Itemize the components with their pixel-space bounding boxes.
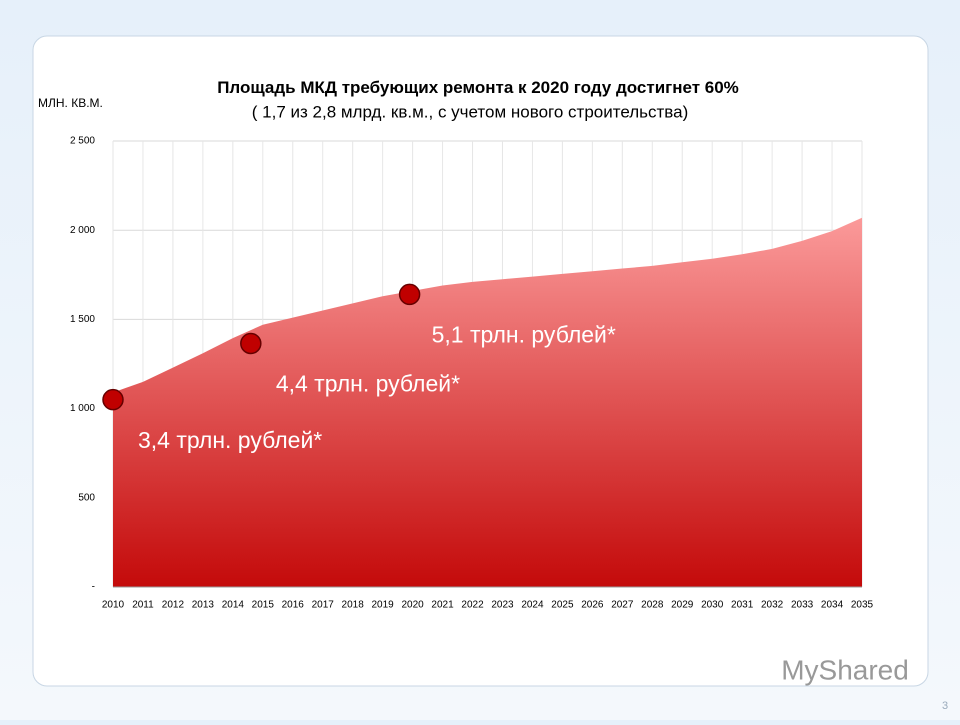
y-tick-label: 500	[78, 492, 95, 503]
x-tick-label: 2014	[222, 600, 245, 611]
y-tick-label: 1 500	[70, 314, 95, 325]
x-tick-label: 2025	[551, 600, 574, 611]
x-tick-label: 2022	[461, 600, 484, 611]
x-tick-label: 2033	[791, 600, 814, 611]
x-tick-label: 2015	[252, 600, 275, 611]
x-tick-label: 2030	[701, 600, 724, 611]
x-tick-label: 2024	[521, 600, 544, 611]
y-tick-label: 1 000	[70, 403, 95, 414]
annotation: 4,4 трлн. рублей*	[276, 371, 460, 397]
x-tick-label: 2032	[761, 600, 784, 611]
x-tick-label: 2026	[581, 600, 604, 611]
marker	[102, 388, 124, 411]
x-tick-label: 2029	[671, 600, 694, 611]
marker	[240, 332, 262, 355]
watermark: MyShared	[781, 654, 909, 685]
y-axis-label: МЛН. КВ.М.	[38, 96, 103, 110]
chart-subtitle: ( 1,7 из 2,8 млрд. кв.м., с учетом новог…	[252, 102, 688, 121]
y-tick-label: -	[92, 582, 95, 593]
annotation: 5,1 трлн. рублей*	[432, 322, 616, 348]
x-tick-label: 2016	[282, 600, 305, 611]
x-tick-label: 2010	[102, 600, 125, 611]
area	[113, 217, 862, 587]
x-tick-label: 2012	[162, 600, 185, 611]
x-tick-label: 2011	[132, 600, 154, 611]
y-tick-label: 2 500	[70, 136, 95, 147]
x-tick-label: 2013	[192, 600, 215, 611]
x-tick-label: 2035	[851, 600, 874, 611]
x-tick-label: 2021	[431, 600, 454, 611]
marker	[398, 283, 421, 306]
x-tick-label: 2017	[312, 600, 335, 611]
x-tick-label: 2027	[611, 600, 634, 611]
y-tick-label: 2 000	[70, 225, 95, 236]
chart-title: Площадь МКД требующих ремонта к 2020 год…	[217, 78, 739, 97]
page-number: 3	[942, 700, 948, 712]
x-tick-label: 2020	[401, 600, 424, 611]
x-tick-label: 2034	[821, 600, 844, 611]
x-tick-label: 2023	[491, 600, 514, 611]
title-bold: Площадь МКД требующих ремонта к 2020 год…	[217, 78, 739, 97]
x-tick-label: 2019	[372, 600, 395, 611]
x-tick-label: 2028	[641, 600, 664, 611]
x-tick-label: 2018	[342, 600, 365, 611]
annotation: 3,4 трлн. рублей*	[138, 427, 322, 453]
x-tick-label: 2031	[731, 600, 754, 611]
